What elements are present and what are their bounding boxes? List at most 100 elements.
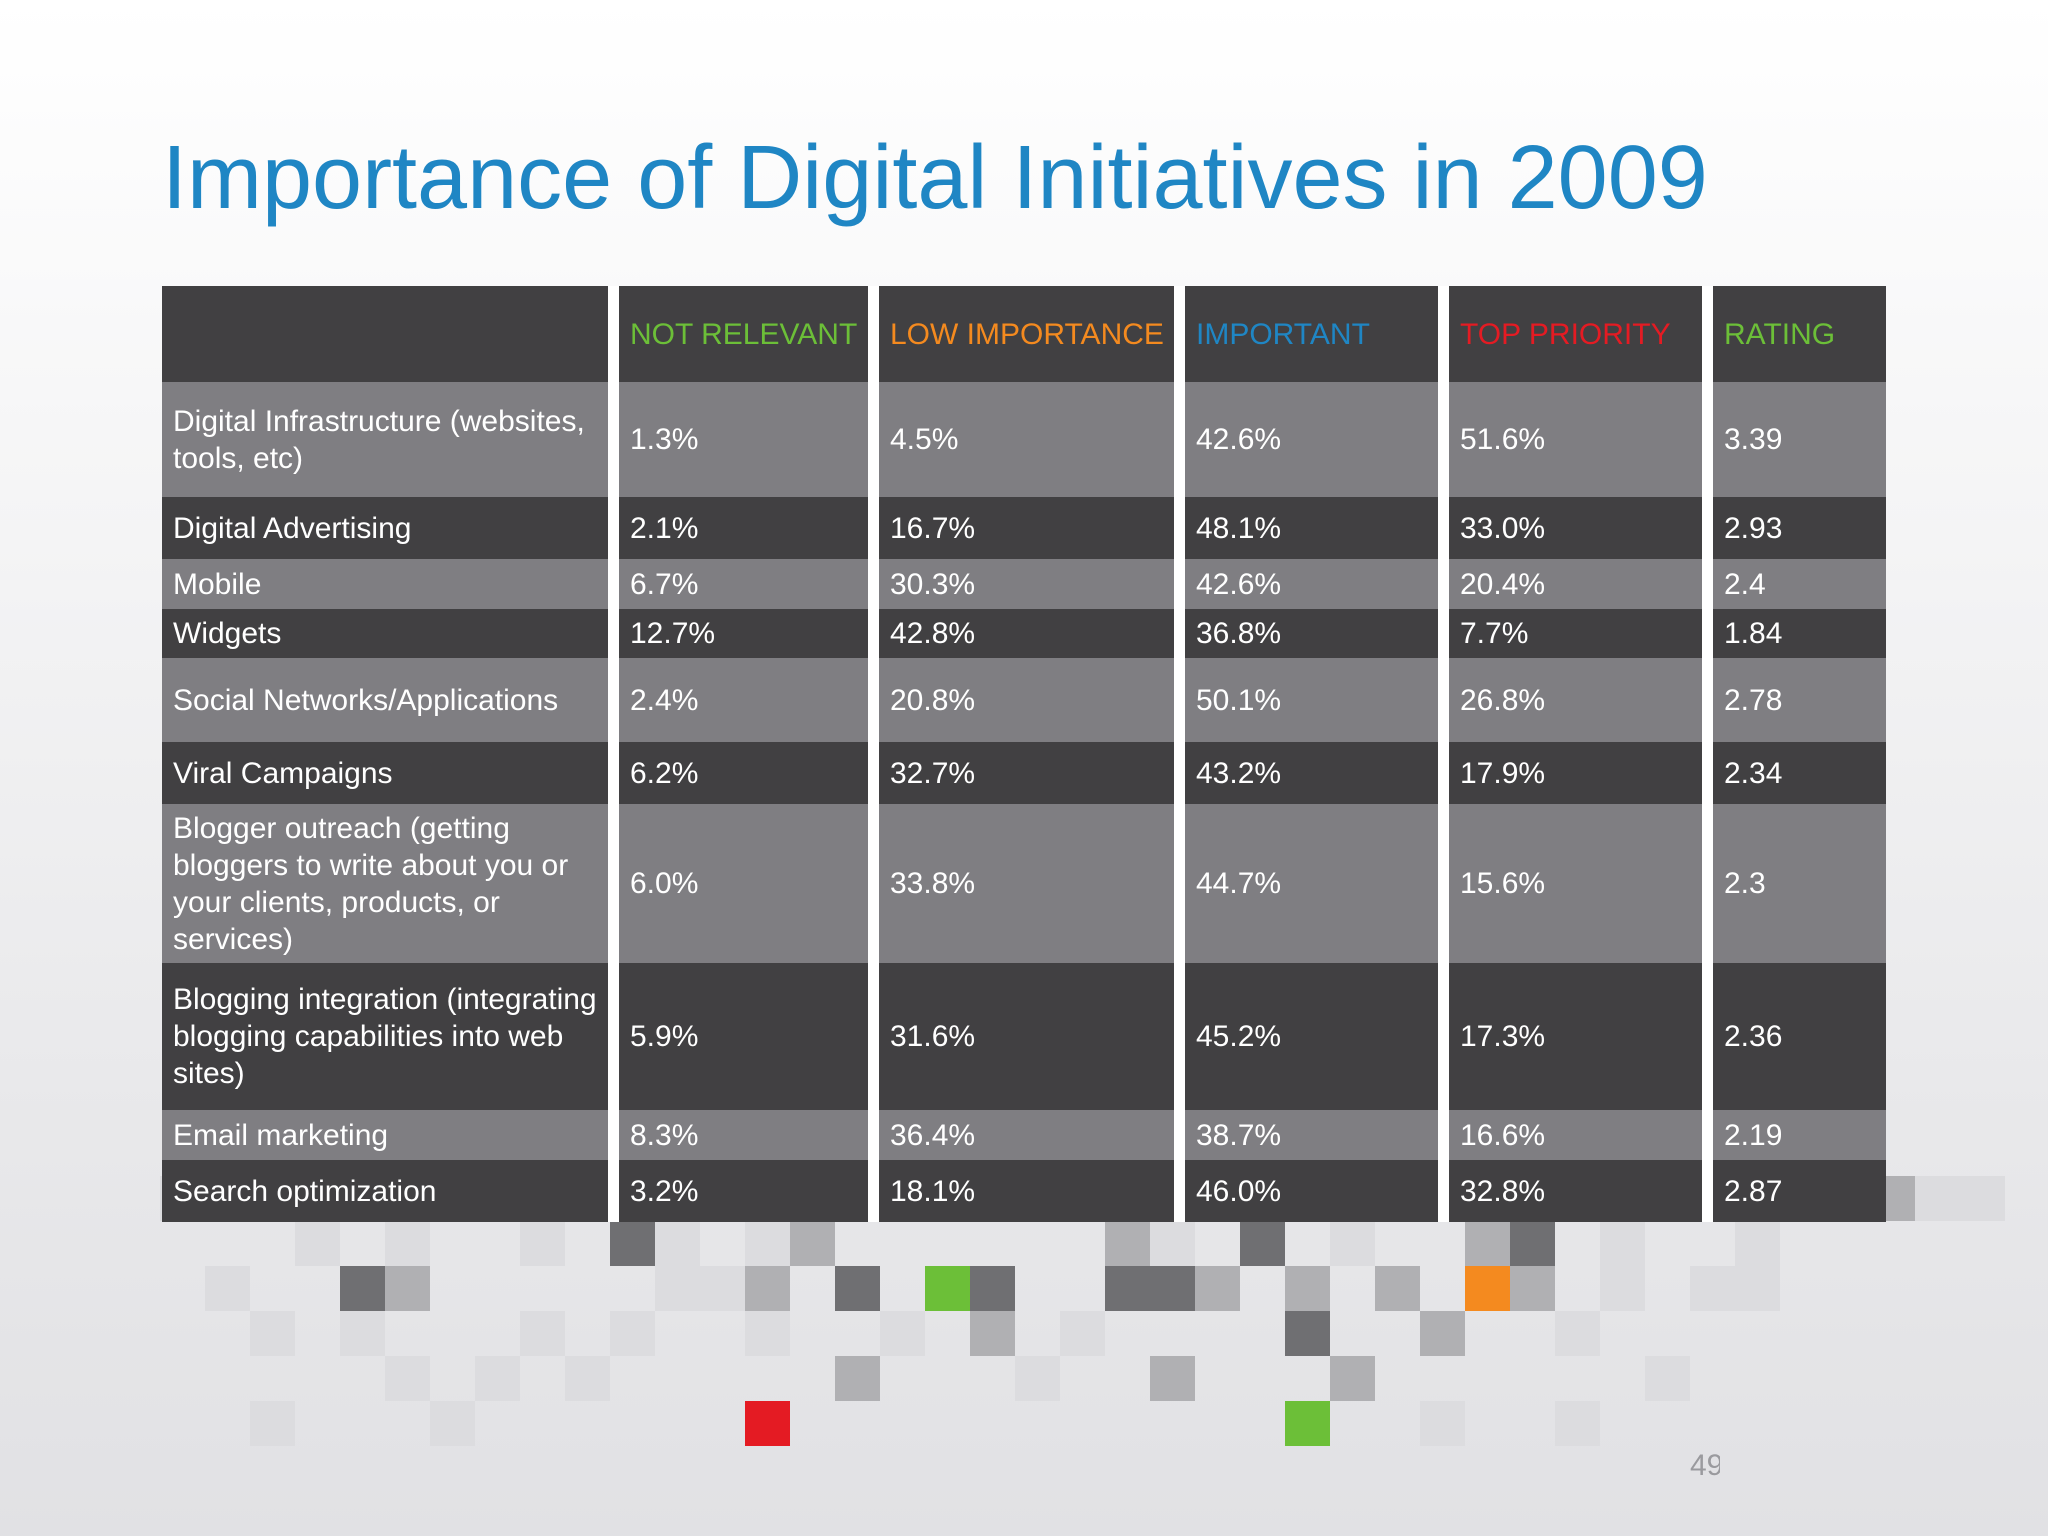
cell-important: 42.6% [1185,559,1449,609]
mosaic-tile [565,1356,610,1401]
mosaic-tile [1015,1356,1060,1401]
mosaic-tile [1330,1221,1375,1266]
cell-rating: 3.39 [1713,382,1886,497]
cell-important: 42.6% [1185,382,1449,497]
mosaic-tile [925,1266,970,1311]
cell-rating: 2.78 [1713,658,1886,742]
header-low-importance: LOW IMPORTANCE [879,286,1185,382]
cell-low-importance: 33.8% [879,804,1185,963]
row-label: Digital Infrastructure (websites, tools,… [162,382,619,497]
mosaic-tile [1375,1266,1420,1311]
cell-top-priority: 51.6% [1449,382,1713,497]
mosaic-tile [1510,1266,1555,1311]
cell-low-importance: 32.7% [879,742,1185,804]
header-top-priority: TOP PRIORITY [1449,286,1713,382]
cell-not-relevant: 1.3% [619,382,879,497]
cell-top-priority: 17.9% [1449,742,1713,804]
cell-rating: 2.34 [1713,742,1886,804]
initiatives-table: NOT RELEVANT LOW IMPORTANCE IMPORTANT TO… [162,286,1886,1222]
cell-rating: 2.87 [1713,1160,1886,1222]
cell-not-relevant: 6.2% [619,742,879,804]
mosaic-tile [295,1221,340,1266]
cell-top-priority: 33.0% [1449,497,1713,559]
cell-rating: 2.19 [1713,1110,1886,1160]
header-rating: RATING [1713,286,1886,382]
table-row: Search optimization 3.2% 18.1% 46.0% 32.… [162,1160,1886,1222]
header-important: IMPORTANT [1185,286,1449,382]
cell-not-relevant: 6.7% [619,559,879,609]
cell-rating: 2.4 [1713,559,1886,609]
mosaic-tile [205,1266,250,1311]
cell-important: 46.0% [1185,1160,1449,1222]
cell-not-relevant: 2.4% [619,658,879,742]
mosaic-tile [1735,1221,1780,1266]
mosaic-tile [1645,1356,1690,1401]
cell-not-relevant: 12.7% [619,609,879,658]
mosaic-tile [1285,1401,1330,1446]
mosaic-tile [835,1356,880,1401]
mosaic-tile [1060,1311,1105,1356]
row-label: Search optimization [162,1160,619,1222]
row-label: Mobile [162,559,619,609]
table-row: Widgets 12.7% 42.8% 36.8% 7.7% 1.84 [162,609,1886,658]
cell-important: 36.8% [1185,609,1449,658]
page-number: 49 [1690,1449,1720,1482]
mosaic-tile [475,1356,520,1401]
mosaic-tile [340,1311,385,1356]
row-label: Blogger outreach (getting bloggers to wr… [162,804,619,963]
mosaic-tile [1420,1311,1465,1356]
cell-top-priority: 26.8% [1449,658,1713,742]
mosaic-tile [1555,1401,1600,1446]
mosaic-tile [385,1221,430,1266]
mosaic-tile [1105,1266,1150,1311]
mosaic-tile [1465,1266,1510,1311]
mosaic-tile [250,1311,295,1356]
row-label: Social Networks/Applications [162,658,619,742]
mosaic-tile [520,1311,565,1356]
mosaic-tile [520,1221,565,1266]
cell-low-importance: 42.8% [879,609,1185,658]
mosaic-tile [655,1221,700,1266]
table-row: Email marketing 8.3% 36.4% 38.7% 16.6% 2… [162,1110,1886,1160]
cell-important: 44.7% [1185,804,1449,963]
mosaic-tile [1240,1221,1285,1266]
cell-important: 48.1% [1185,497,1449,559]
cell-not-relevant: 3.2% [619,1160,879,1222]
cell-top-priority: 17.3% [1449,963,1713,1110]
mosaic-tile [1915,1176,1960,1221]
cell-not-relevant: 8.3% [619,1110,879,1160]
mosaic-tile [970,1311,1015,1356]
mosaic-tile [970,1266,1015,1311]
mosaic-tile [1150,1266,1195,1311]
cell-low-importance: 30.3% [879,559,1185,609]
cell-low-importance: 36.4% [879,1110,1185,1160]
mosaic-tile [790,1221,835,1266]
cell-low-importance: 31.6% [879,963,1185,1110]
cell-top-priority: 7.7% [1449,609,1713,658]
mosaic-tile [1465,1221,1510,1266]
mosaic-tile [700,1266,745,1311]
row-label: Viral Campaigns [162,742,619,804]
initiatives-table-container: NOT RELEVANT LOW IMPORTANCE IMPORTANT TO… [162,286,1886,1222]
mosaic-tile [1150,1221,1195,1266]
mosaic-tile [1285,1311,1330,1356]
mosaic-tile [1735,1266,1780,1311]
mosaic-tile [610,1221,655,1266]
mosaic-tile [1420,1401,1465,1446]
slide-title: Importance of Digital Initiatives in 200… [162,128,1708,228]
mosaic-tile [1960,1176,2005,1221]
cell-not-relevant: 5.9% [619,963,879,1110]
mosaic-tile [745,1401,790,1446]
mosaic-tile [340,1266,385,1311]
cell-low-importance: 16.7% [879,497,1185,559]
header-initiative [162,286,619,382]
mosaic-tile [1600,1266,1645,1311]
mosaic-tile [1195,1266,1240,1311]
row-label: Blogging integration (integrating bloggi… [162,963,619,1110]
mosaic-tile [385,1266,430,1311]
cell-top-priority: 16.6% [1449,1110,1713,1160]
mosaic-tile [880,1311,925,1356]
table-row: Digital Infrastructure (websites, tools,… [162,382,1886,497]
cell-rating: 2.3 [1713,804,1886,963]
mosaic-tile [250,1401,295,1446]
